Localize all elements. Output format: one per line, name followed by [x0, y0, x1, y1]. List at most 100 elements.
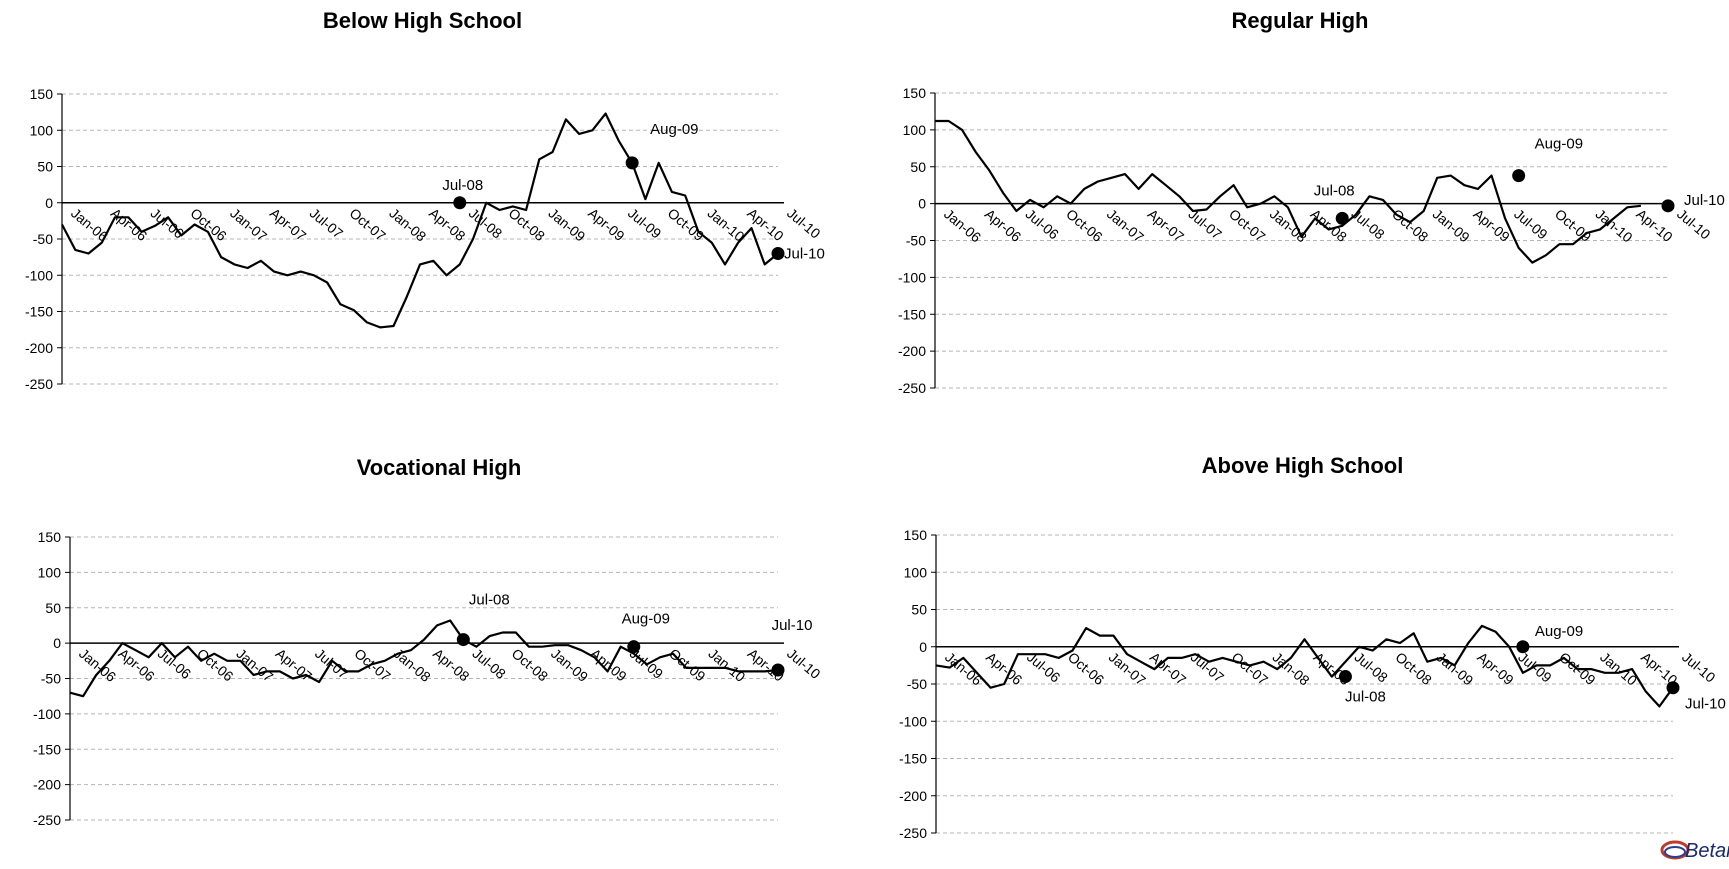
x-tick-label: Jan-10	[705, 645, 748, 685]
x-tick-label: Jan-06	[942, 649, 985, 689]
x-tick-label: Oct-07	[347, 205, 390, 244]
marker-label: Jul-08	[469, 592, 510, 609]
highlight-marker	[625, 156, 639, 170]
x-tick-label: Jul-06	[1023, 206, 1063, 243]
marker-label: Aug-09	[650, 121, 698, 138]
logo-text: Betar	[1685, 840, 1729, 862]
x-tick-label: Oct-09	[665, 205, 708, 244]
x-tick-label: Jul-10	[784, 645, 824, 682]
x-tick-label: Jan-06	[76, 645, 119, 685]
y-tick-label: 100	[903, 122, 927, 138]
x-tick-label: Jan-10	[1597, 649, 1640, 689]
x-tick-label: Oct-07	[1226, 206, 1269, 245]
x-tick-label: Apr-06	[108, 205, 151, 244]
highlight-marker	[1338, 670, 1352, 684]
x-tick-label: Oct-08	[1392, 649, 1435, 688]
x-tick-label: Jan-06	[941, 206, 984, 246]
chart-title: Above High School	[1201, 453, 1404, 478]
x-tick-label: Oct-08	[1389, 206, 1432, 245]
y-tick-label: -150	[899, 751, 927, 767]
x-tick-label: Apr-09	[585, 205, 628, 244]
series-line	[935, 119, 1642, 264]
x-tick-label: Apr-06	[982, 206, 1025, 245]
y-tick-label: -50	[41, 671, 61, 687]
x-tick-label: Jan-09	[1430, 206, 1473, 246]
x-tick-label: Jan-07	[233, 645, 276, 685]
y-tick-label: 50	[910, 159, 926, 175]
x-tick-label: Apr-10	[744, 205, 787, 244]
x-tick-label: Jul-07	[1185, 206, 1225, 243]
y-tick-label: -50	[906, 233, 926, 249]
marker-label: Aug-09	[622, 611, 670, 628]
y-tick-label: -150	[33, 741, 61, 757]
chart-vocational-high: Vocational High 150 100 50 0 -50 -100 -150 -200…	[0, 440, 824, 864]
betar-logo: Betar	[1659, 830, 1729, 864]
y-tick-label: 50	[37, 159, 53, 175]
marker-label: Jul-10	[1685, 696, 1726, 713]
y-tick-label: 0	[53, 635, 61, 651]
y-tick-label: -50	[33, 231, 53, 247]
y-tick-label: -200	[899, 788, 927, 804]
y-tick-label: 0	[918, 196, 926, 212]
marker-label: Jul-10	[784, 246, 825, 263]
x-tick-label: Jul-07	[312, 645, 352, 682]
x-tick-label: Oct-06	[194, 645, 237, 684]
marker-label: Jul-08	[1314, 182, 1355, 199]
y-tick-label: 100	[904, 564, 928, 580]
series-line	[61, 112, 779, 329]
y-tick-label: -100	[899, 713, 927, 729]
marker-label: Jul-08	[442, 177, 483, 194]
x-tick-label: Apr-09	[1474, 649, 1517, 688]
highlight-marker	[1512, 169, 1526, 183]
marker-label: Jul-10	[772, 617, 813, 634]
chart-svg: 150100500-50-100-150-200-250Jan-06Apr-06…	[33, 529, 824, 828]
x-tick-label: Jul-10	[1674, 206, 1714, 243]
y-tick-label: -200	[25, 340, 53, 356]
y-tick-label: 150	[904, 527, 928, 543]
x-tick-label: Oct-07	[1229, 649, 1272, 688]
x-tick-label: Jul-08	[1348, 206, 1388, 243]
y-tick-label: -100	[25, 267, 53, 283]
x-tick-label: Jul-07	[307, 205, 347, 242]
x-tick-label: Apr-09	[1470, 206, 1513, 245]
x-tick-label: Apr-09	[587, 645, 630, 684]
x-tick-label: Jul-09	[1511, 206, 1551, 243]
y-tick-label: 50	[45, 600, 61, 616]
y-tick-label: 150	[903, 85, 927, 101]
chart-below-high-school: Below High School 150 100 50 0 -50 -100 -150 -2…	[0, 0, 825, 420]
chart-title: Below High School	[322, 8, 523, 33]
x-tick-label: Jul-06	[155, 645, 195, 682]
x-tick-label: Jan-09	[1433, 649, 1476, 689]
highlight-marker	[1516, 640, 1530, 654]
chart-svg: 150100500-50-100-150-200-250Jan-06Apr-06…	[899, 527, 1726, 841]
series-line	[69, 619, 779, 698]
marker-label: Jul-10	[1684, 192, 1725, 209]
x-tick-label: Apr-07	[1145, 206, 1188, 245]
marker-label: Jul-08	[1345, 689, 1386, 706]
y-tick-label: 150	[30, 86, 54, 102]
y-tick-label: -150	[898, 306, 926, 322]
x-tick-label: Jul-09	[625, 205, 665, 242]
x-tick-label: Apr-08	[426, 205, 469, 244]
y-tick-label: 0	[45, 195, 53, 211]
highlight-marker	[1661, 199, 1675, 213]
x-tick-label: Jul-08	[469, 645, 509, 682]
y-tick-label: 100	[30, 122, 54, 138]
y-tick-label: -250	[25, 376, 53, 392]
series-line	[935, 624, 1674, 708]
x-tick-label: Apr-07	[267, 205, 310, 244]
highlight-marker	[771, 663, 785, 677]
chart-title: Vocational High	[356, 455, 522, 480]
highlight-marker	[456, 633, 470, 647]
highlight-marker	[453, 196, 467, 210]
marker-label: Aug-09	[1535, 136, 1583, 153]
y-tick-label: -50	[907, 676, 927, 692]
y-tick-label: 0	[919, 639, 927, 655]
chart-regular-high: Regular High 150 100 50 0 -50 -100 -150 -200 -25…	[860, 0, 1729, 420]
y-tick-label: -100	[33, 706, 61, 722]
highlight-marker	[627, 640, 641, 654]
y-tick-label: 150	[38, 529, 62, 545]
y-tick-label: -250	[33, 812, 61, 828]
x-tick-label: Jul-08	[1352, 649, 1392, 686]
x-tick-label: Jul-10	[784, 205, 824, 242]
